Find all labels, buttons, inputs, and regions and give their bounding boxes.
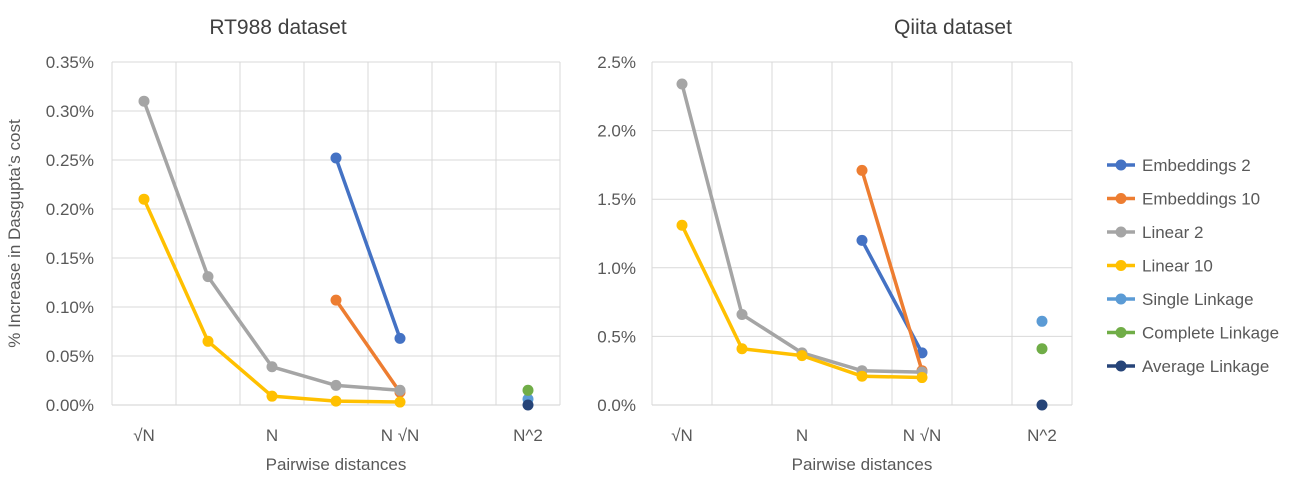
y-tick-label: 1.5% <box>597 190 636 209</box>
data-point-linear-2 <box>676 78 688 90</box>
y-tick-label: 2.5% <box>597 53 636 72</box>
legend-label-average-linkage: Average Linkage <box>1142 357 1269 376</box>
data-point-linear-2 <box>202 271 214 283</box>
x-tick-label: N <box>796 426 808 445</box>
legend: Embeddings 2 Embeddings 10 Linear 2 Linear … <box>1107 156 1279 376</box>
legend-label-linear-2: Linear 2 <box>1142 223 1203 242</box>
y-tick-label: 0.05% <box>46 347 94 366</box>
legend-marker-single-linkage <box>1115 293 1127 305</box>
data-point-linear-10 <box>266 390 278 402</box>
y-tick-label: 0.15% <box>46 249 94 268</box>
x-tick-label: N^2 <box>513 426 543 445</box>
data-point-linear-10 <box>202 335 214 347</box>
data-point-linear-10 <box>676 219 688 231</box>
legend-label-embeddings-10: Embeddings 10 <box>1142 190 1260 209</box>
data-point-linear-2 <box>330 379 342 391</box>
y-tick-label: 0.0% <box>597 396 636 415</box>
data-point-embeddings-2 <box>856 234 868 246</box>
y-tick-label: 0.5% <box>597 327 636 346</box>
x-tick-label: N^2 <box>1027 426 1057 445</box>
y-tick-label: 0.10% <box>46 298 94 317</box>
legend-marker-complete-linkage <box>1115 327 1127 338</box>
x-axis-label: Pairwise distances <box>792 455 933 474</box>
data-point-embeddings-2 <box>330 152 342 164</box>
y-tick-label: 0.30% <box>46 102 94 121</box>
chart-panel-2: 0.0% 0.5% 1.0% 1.5% 2.0% 2.5% √N N N √N N^2 Qiita … <box>597 16 1073 474</box>
data-point-linear-10 <box>916 372 928 384</box>
data-point-linear-10 <box>330 395 342 407</box>
data-point-linear-2 <box>138 95 150 107</box>
y-tick-label: 2.0% <box>597 122 636 141</box>
series-line-linear-2 <box>142 99 402 393</box>
data-point-linear-2 <box>736 308 748 320</box>
data-point-complete-linkage <box>1036 343 1048 355</box>
legend-label-single-linkage: Single Linkage <box>1142 290 1254 309</box>
legend-marker-linear-10 <box>1115 260 1127 271</box>
data-point-embeddings-10 <box>330 294 342 306</box>
x-tick-label: √N <box>671 426 693 445</box>
x-axis-label: Pairwise distances <box>266 455 407 474</box>
legend-marker-embeddings-2 <box>1115 159 1127 171</box>
series-line-embeddings-10 <box>860 168 924 373</box>
legend-label-linear-10: Linear 10 <box>1142 257 1213 276</box>
data-point-linear-10 <box>736 343 748 355</box>
legend-marker-linear-2 <box>1115 226 1127 238</box>
data-point-linear-2 <box>394 384 406 396</box>
data-point-linear-10 <box>796 350 808 362</box>
x-tick-label: √N <box>133 426 155 445</box>
legend-label-embeddings-2: Embeddings 2 <box>1142 156 1251 175</box>
data-point-complete-linkage <box>522 384 534 396</box>
x-tick-label: N √N <box>903 426 942 445</box>
y-tick-label: 1.0% <box>597 259 636 278</box>
data-point-embeddings-2 <box>394 332 406 344</box>
y-tick-label: 0.35% <box>46 53 94 72</box>
series-line-embeddings-2 <box>334 156 402 341</box>
data-point-embeddings-10 <box>856 164 868 176</box>
y-tick-label: 0.25% <box>46 151 94 170</box>
data-point-average-linkage <box>1036 399 1048 411</box>
x-tick-label: N <box>266 426 278 445</box>
legend-label-complete-linkage: Complete Linkage <box>1142 324 1279 343</box>
data-point-linear-10 <box>138 193 150 205</box>
y-axis-label: % Increase in Dasgupta’s cost <box>5 119 24 348</box>
x-tick-label: N √N <box>381 426 420 445</box>
y-tick-label: 0.20% <box>46 200 94 219</box>
data-point-linear-10 <box>856 370 868 382</box>
chart-title: Qiita dataset <box>894 16 1012 39</box>
series-line-linear-2 <box>680 82 924 374</box>
chart-title: RT988 dataset <box>209 16 347 39</box>
legend-marker-embeddings-10 <box>1115 193 1127 204</box>
series-line-embeddings-10 <box>334 298 402 395</box>
chart-panel-1: 0.00% 0.05% 0.10% 0.15% 0.20% 0.25% 0.30% 0.35%… <box>5 16 561 474</box>
y-tick-label: 0.00% <box>46 396 94 415</box>
data-point-single-linkage <box>1036 315 1048 327</box>
legend-marker-average-linkage <box>1115 360 1127 372</box>
data-point-average-linkage <box>522 399 534 411</box>
data-point-linear-2 <box>266 361 278 373</box>
data-point-linear-10 <box>394 396 406 408</box>
